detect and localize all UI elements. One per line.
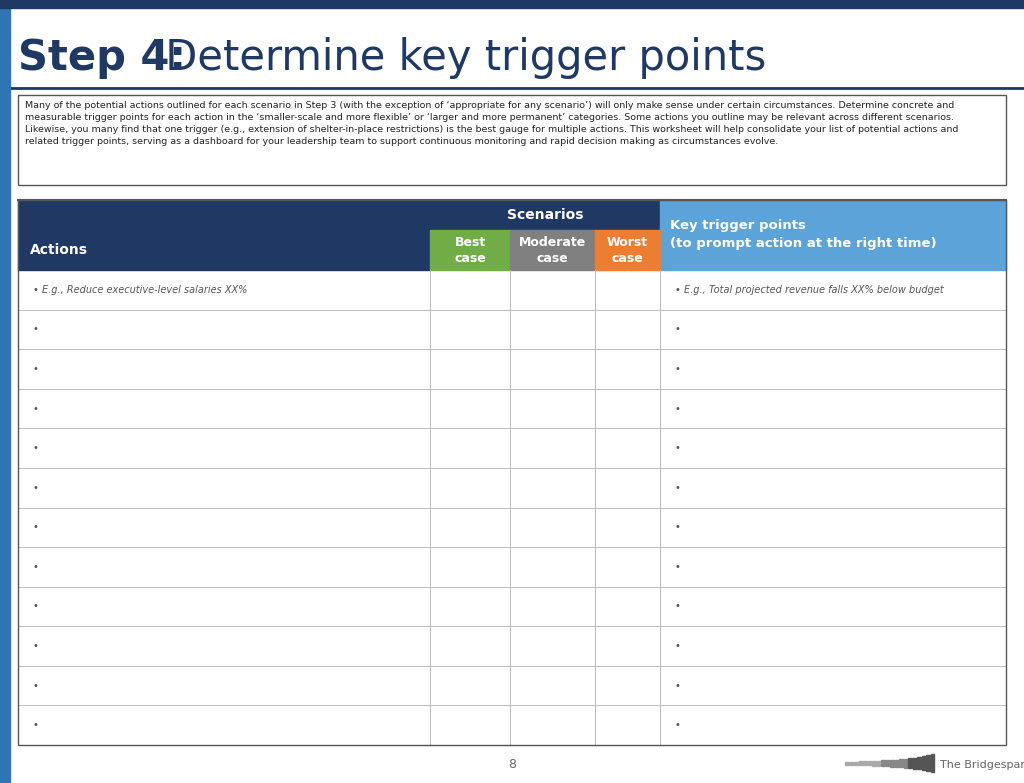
Bar [881, 760, 885, 766]
Bar [872, 760, 876, 766]
Bar [845, 762, 849, 764]
Bar [918, 757, 921, 769]
Text: •: • [32, 285, 38, 294]
Text: Scenarios: Scenarios [507, 208, 584, 222]
Text: Best
case: Best case [454, 236, 485, 265]
Text: •: • [32, 443, 38, 453]
Bar [18, 200, 660, 230]
Bar [430, 230, 510, 270]
Bar [18, 270, 1006, 309]
Text: •: • [674, 680, 680, 691]
Bar [863, 761, 866, 765]
Bar [510, 230, 595, 270]
Bar [858, 761, 862, 765]
Text: Moderate
case: Moderate case [519, 236, 586, 265]
Text: •: • [32, 364, 38, 374]
Bar [18, 468, 1006, 507]
Bar [877, 760, 880, 766]
Text: •: • [674, 443, 680, 453]
Bar [0, 0, 10, 783]
Text: •: • [674, 403, 680, 413]
FancyBboxPatch shape [18, 95, 1006, 185]
Bar [18, 586, 1006, 626]
Text: •: • [32, 482, 38, 493]
Bar [854, 762, 857, 764]
Bar [895, 760, 898, 767]
Bar [18, 200, 1006, 745]
Bar [886, 760, 889, 766]
Text: •: • [32, 562, 38, 572]
Text: •: • [674, 601, 680, 612]
Bar [18, 547, 1006, 586]
Text: •: • [674, 324, 680, 334]
Text: Step 4:: Step 4: [18, 37, 186, 79]
Text: •: • [674, 285, 680, 294]
Text: E.g., Total projected revenue falls XX% below budget: E.g., Total projected revenue falls XX% … [684, 285, 944, 294]
Bar [850, 762, 853, 764]
Text: The Bridgespan Group: The Bridgespan Group [940, 760, 1024, 770]
Text: Many of the potential actions outlined for each scenario in Step 3 (with the exc: Many of the potential actions outlined f… [25, 101, 958, 146]
Bar [903, 759, 907, 767]
Text: Actions: Actions [30, 243, 88, 257]
Bar [18, 507, 1006, 547]
Text: E.g., Reduce executive-level salaries XX%: E.g., Reduce executive-level salaries XX… [42, 285, 248, 294]
Bar [890, 760, 894, 767]
Text: •: • [674, 562, 680, 572]
Text: Key trigger points
(to prompt action at the right time): Key trigger points (to prompt action at … [670, 219, 937, 251]
Bar [922, 756, 925, 770]
Bar [908, 758, 911, 768]
Text: •: • [674, 720, 680, 731]
Bar [660, 200, 1006, 270]
Text: •: • [674, 641, 680, 651]
Text: •: • [32, 324, 38, 334]
Text: •: • [674, 522, 680, 532]
Bar [18, 705, 1006, 745]
Text: •: • [32, 641, 38, 651]
Bar [18, 626, 1006, 666]
Bar [867, 761, 871, 765]
Text: •: • [32, 720, 38, 731]
Text: •: • [32, 522, 38, 532]
Bar [18, 309, 1006, 349]
Text: •: • [674, 482, 680, 493]
Text: •: • [32, 680, 38, 691]
Bar [595, 230, 660, 270]
Bar [0, 0, 1024, 8]
Bar [18, 230, 430, 270]
Text: 8: 8 [508, 759, 516, 771]
Text: Determine key trigger points: Determine key trigger points [152, 37, 766, 79]
Text: Worst
case: Worst case [607, 236, 648, 265]
Bar [18, 388, 1006, 428]
Bar [18, 349, 1006, 388]
Bar [18, 428, 1006, 468]
Bar [926, 755, 930, 771]
Bar [18, 666, 1006, 705]
Bar [899, 759, 902, 767]
Text: •: • [32, 601, 38, 612]
Bar [912, 757, 916, 768]
Bar [931, 754, 934, 772]
Text: •: • [32, 403, 38, 413]
Text: •: • [674, 364, 680, 374]
